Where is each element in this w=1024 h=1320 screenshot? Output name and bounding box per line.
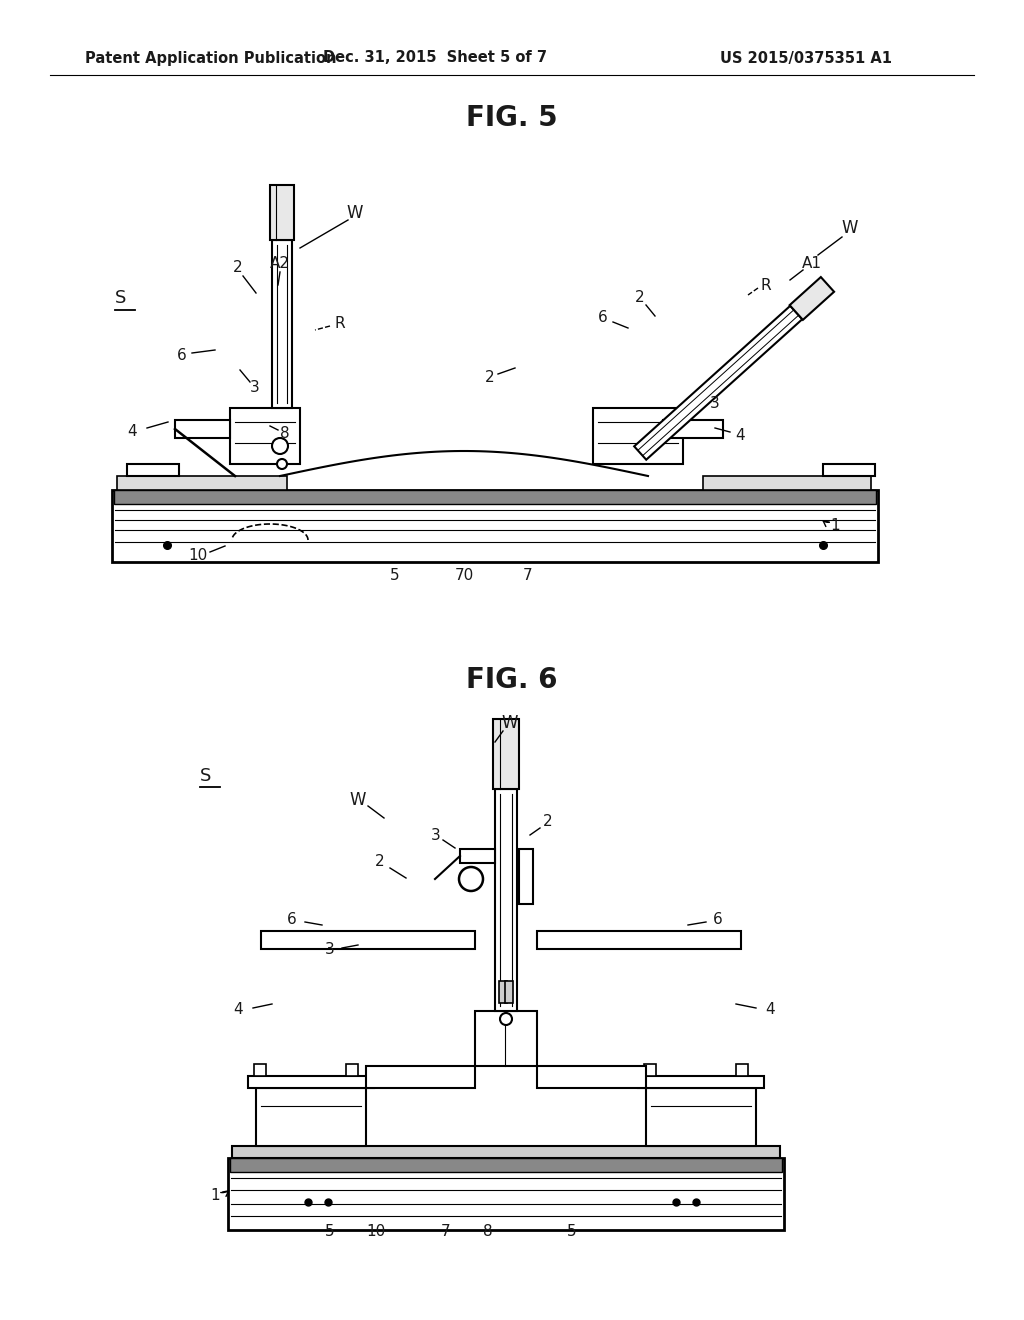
Bar: [114, 490, 876, 504]
Text: S: S: [200, 767, 211, 785]
Text: W: W: [347, 205, 364, 222]
Bar: [230, 1158, 782, 1172]
Circle shape: [272, 438, 288, 454]
Bar: [346, 1064, 358, 1076]
Text: 4: 4: [233, 1002, 243, 1018]
Text: 3: 3: [326, 942, 335, 957]
Text: FIG. 5: FIG. 5: [466, 104, 558, 132]
Bar: [499, 981, 507, 1003]
Text: Dec. 31, 2015  Sheet 5 of 7: Dec. 31, 2015 Sheet 5 of 7: [323, 50, 547, 66]
Bar: [638, 1076, 764, 1088]
Bar: [644, 1064, 656, 1076]
Text: R: R: [335, 315, 345, 330]
Text: 3: 3: [710, 396, 720, 412]
Bar: [519, 849, 534, 904]
Bar: [505, 981, 513, 1003]
Bar: [270, 185, 294, 240]
Bar: [736, 1064, 748, 1076]
Bar: [537, 931, 741, 949]
Text: A1: A1: [802, 256, 822, 271]
Bar: [272, 240, 292, 408]
Bar: [703, 477, 871, 490]
Bar: [646, 1088, 756, 1146]
Bar: [475, 1011, 537, 1067]
Text: 10: 10: [188, 549, 208, 564]
Text: 5: 5: [390, 569, 399, 583]
Bar: [248, 1076, 374, 1088]
Text: 6: 6: [598, 310, 608, 326]
Bar: [112, 490, 878, 562]
Bar: [663, 420, 723, 438]
Bar: [230, 408, 300, 465]
Text: R: R: [761, 277, 771, 293]
Bar: [495, 789, 517, 1011]
Text: 2: 2: [233, 260, 243, 276]
Circle shape: [278, 459, 287, 469]
Bar: [537, 1067, 646, 1088]
Polygon shape: [790, 277, 835, 319]
Text: 6: 6: [287, 912, 297, 928]
Text: 10: 10: [367, 1225, 386, 1239]
Text: 1: 1: [210, 1188, 220, 1203]
Text: 2: 2: [375, 854, 385, 870]
Bar: [593, 408, 683, 465]
Text: 8: 8: [281, 426, 290, 441]
Circle shape: [640, 438, 656, 454]
Text: W: W: [842, 219, 858, 238]
Bar: [366, 1067, 475, 1088]
Bar: [228, 1158, 784, 1230]
Text: 8: 8: [483, 1225, 493, 1239]
Circle shape: [459, 867, 483, 891]
Text: 4: 4: [735, 428, 744, 442]
Text: 4: 4: [127, 425, 137, 440]
Text: Patent Application Publication: Patent Application Publication: [85, 50, 337, 66]
Text: 7: 7: [523, 569, 532, 583]
Bar: [127, 465, 179, 477]
Text: 2: 2: [635, 290, 645, 305]
Text: 4: 4: [765, 1002, 775, 1018]
Text: 70: 70: [455, 569, 474, 583]
Text: 3: 3: [431, 829, 441, 843]
Bar: [261, 931, 475, 949]
Bar: [254, 1064, 266, 1076]
Text: 6: 6: [713, 912, 723, 928]
Bar: [117, 477, 287, 490]
Circle shape: [500, 1012, 512, 1026]
Text: S: S: [115, 289, 126, 308]
Text: 1: 1: [830, 517, 840, 532]
Text: 5: 5: [326, 1225, 335, 1239]
Text: 3: 3: [250, 380, 260, 396]
Bar: [493, 719, 519, 789]
Text: 2: 2: [485, 371, 495, 385]
Text: W: W: [350, 791, 367, 809]
Bar: [823, 465, 874, 477]
Text: A2: A2: [270, 256, 290, 272]
Bar: [232, 1146, 780, 1158]
Bar: [175, 420, 230, 438]
Text: 7: 7: [441, 1225, 451, 1239]
Text: US 2015/0375351 A1: US 2015/0375351 A1: [720, 50, 892, 66]
Text: W: W: [502, 714, 518, 733]
Text: 6: 6: [177, 348, 186, 363]
Text: 5: 5: [567, 1225, 577, 1239]
Text: 2: 2: [543, 814, 553, 829]
Text: FIG. 6: FIG. 6: [466, 667, 558, 694]
Bar: [460, 849, 495, 863]
Bar: [256, 1088, 366, 1146]
Polygon shape: [634, 306, 802, 459]
